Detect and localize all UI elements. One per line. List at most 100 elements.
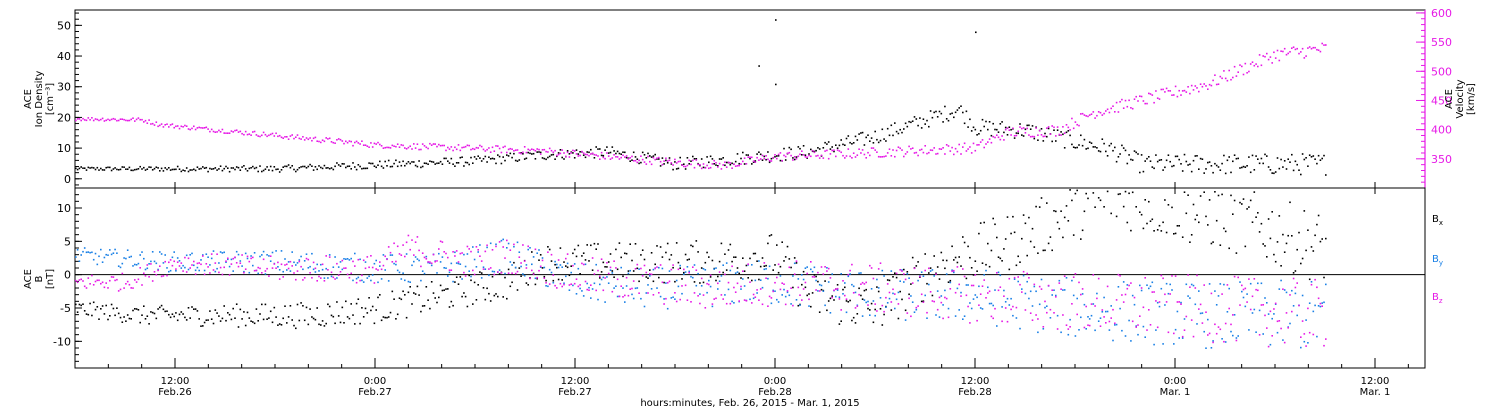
field-by-point <box>295 264 297 266</box>
date-tick-label: Mar. 1 <box>1360 387 1391 398</box>
field-bx-point <box>334 322 336 325</box>
density-point <box>1303 158 1306 161</box>
field-by-point <box>1267 313 1270 315</box>
field-by-point <box>965 284 968 286</box>
field-by-point <box>1153 343 1155 346</box>
density-point <box>942 121 944 123</box>
field-bx-point <box>665 251 667 254</box>
field-by-point <box>643 305 646 308</box>
field-by-point <box>838 296 841 298</box>
field-by-point <box>1088 318 1091 320</box>
density-point <box>867 134 869 136</box>
velocity-point <box>241 132 243 135</box>
field-bz-point <box>332 276 335 279</box>
density-point <box>801 154 803 156</box>
velocity-point <box>455 148 458 151</box>
field-by-point <box>271 251 274 254</box>
field-bz-point <box>636 263 639 266</box>
velocity-point <box>1090 113 1093 115</box>
field-bz-point <box>482 268 485 270</box>
field-by-point <box>1046 305 1048 307</box>
velocity-point <box>255 134 258 136</box>
field-bx-point <box>808 293 810 295</box>
density-point <box>250 167 252 169</box>
field-bx-point <box>212 322 215 325</box>
velocity-point <box>970 152 973 154</box>
field-bz-point <box>919 275 921 278</box>
density-point <box>874 130 876 133</box>
field-bz-point <box>1162 277 1164 280</box>
field-bz-point <box>445 252 447 255</box>
field-bx-point <box>264 303 267 306</box>
velocity-point <box>561 149 563 151</box>
density-point <box>134 168 136 171</box>
field-bx-point <box>765 264 767 267</box>
field-bz-point <box>311 277 313 279</box>
field-bz-point <box>209 272 211 274</box>
velocity-point <box>1217 83 1220 85</box>
field-by-point <box>1289 322 1291 325</box>
density-point <box>872 142 875 144</box>
field-bx-point <box>931 294 934 297</box>
velocity-point <box>107 118 109 121</box>
density-point <box>568 153 571 155</box>
density-point <box>720 158 723 160</box>
field-bz-point <box>699 302 701 305</box>
density-point <box>649 155 651 157</box>
field-bz-point <box>1035 314 1037 316</box>
field-bx-point <box>588 260 590 262</box>
density-point <box>845 137 848 140</box>
field-by-point <box>303 260 306 262</box>
field-bx-point <box>1103 206 1105 208</box>
velocity-point <box>82 117 84 120</box>
field-by-point <box>1199 312 1202 315</box>
field-bz-point <box>176 261 179 263</box>
field-by-point <box>1221 338 1223 340</box>
field-by-point <box>162 262 165 264</box>
velocity-point <box>1171 94 1173 96</box>
field-bz-point <box>949 288 952 290</box>
field-bz-point <box>845 298 848 300</box>
velocity-point <box>1178 89 1180 92</box>
density-point <box>1117 156 1120 158</box>
field-bx-point <box>1221 193 1223 196</box>
field-bx-point <box>679 267 681 269</box>
field-by-point <box>851 283 853 286</box>
field-by-point <box>87 251 90 253</box>
field-by-point <box>944 289 946 292</box>
field-bx-point <box>1040 197 1043 199</box>
field-by-point <box>886 302 889 304</box>
velocity-point <box>1004 128 1007 131</box>
density-point <box>713 163 715 165</box>
density-point <box>198 168 200 170</box>
field-by-point <box>756 292 758 294</box>
field-bx-point <box>674 280 676 283</box>
field-bx-point <box>666 242 669 245</box>
velocity-point <box>692 159 694 162</box>
field-bz-point <box>1090 303 1093 305</box>
velocity-point <box>563 152 565 154</box>
field-by-point <box>75 256 77 258</box>
field-bx-point <box>82 303 84 305</box>
field-bx-point <box>375 309 377 311</box>
field-bx-point <box>1081 229 1084 232</box>
density-point <box>1110 142 1112 145</box>
field-bz-point <box>874 303 876 305</box>
field-bx-point <box>772 269 774 271</box>
field-by-point <box>824 304 826 307</box>
field-bx-point <box>727 249 730 251</box>
field-by-point <box>885 306 887 308</box>
velocity-point <box>1228 69 1230 72</box>
field-bz-point <box>509 249 512 251</box>
field-bx-point <box>652 280 655 283</box>
velocity-point <box>790 154 792 157</box>
field-bz-point <box>1142 306 1145 309</box>
field-bx-point <box>870 302 873 305</box>
field-by-point <box>577 267 580 270</box>
field-by-point <box>827 281 830 283</box>
field-bx-point <box>1223 227 1225 230</box>
field-bz-point <box>620 285 622 287</box>
field-bx-point <box>801 283 803 286</box>
field-bz-point <box>153 271 156 273</box>
field-by-point <box>178 260 181 262</box>
